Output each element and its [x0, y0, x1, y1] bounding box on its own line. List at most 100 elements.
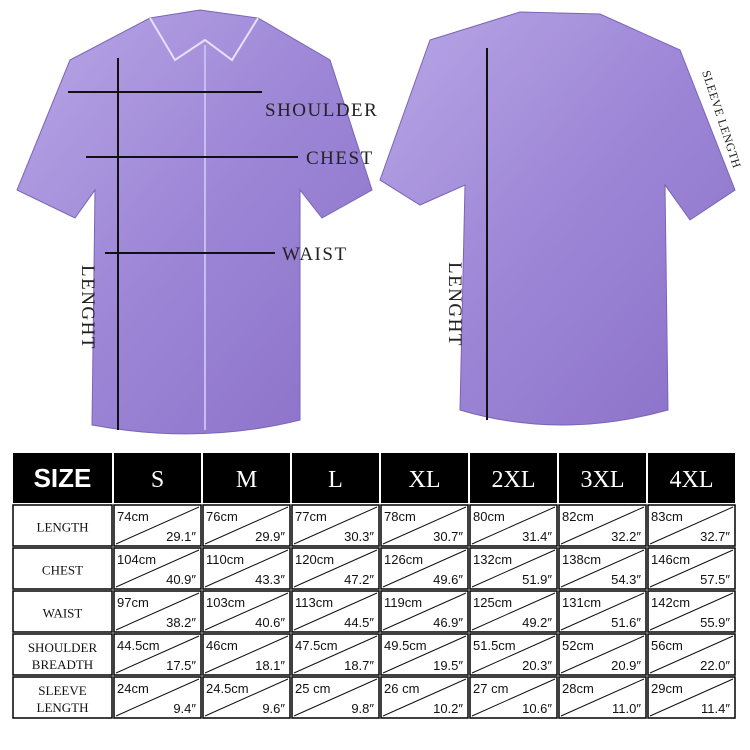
cell-cm: 119cm [384, 595, 422, 610]
cell-divider [382, 592, 467, 631]
row-label: SLEEVE [38, 683, 86, 698]
cell-divider [471, 678, 556, 717]
cell-divider [382, 506, 467, 545]
back-shirt [379, 11, 736, 426]
row-label-cell [12, 633, 113, 676]
cell-inch: 11.0″ [612, 701, 641, 716]
cell-cm: 76cm [206, 509, 238, 524]
header-cell [203, 453, 290, 503]
size-table: SIZE S M L XL 2XL 3XL 4XL LENGTH 74cm 29.1″ 76cm 29.… [12, 453, 736, 719]
cell-cm: 49.5cm [384, 638, 427, 653]
cell-divider [560, 506, 645, 545]
cell-divider [115, 506, 200, 545]
row-label: WAIST [43, 606, 83, 621]
cell-divider [293, 506, 378, 545]
cell-divider [471, 549, 556, 588]
cell-cm: 56cm [651, 638, 683, 653]
cell-cm: 78cm [384, 509, 416, 524]
cell-inch: 29.9″ [255, 529, 285, 544]
cell-divider [649, 635, 734, 674]
cell-inch: 31.4″ [522, 529, 552, 544]
cell-divider [204, 678, 289, 717]
cell-divider [560, 549, 645, 588]
header-cell [13, 453, 112, 503]
cell-cm: 24.5cm [206, 681, 249, 696]
cell-divider [471, 506, 556, 545]
cell-cm: 46cm [206, 638, 238, 653]
header-cell [381, 453, 468, 503]
cell-cm: 126cm [384, 552, 423, 567]
label: WAIST [282, 244, 348, 265]
cell-inch: 49.2″ [522, 615, 552, 630]
row-label: LENGTH [37, 700, 89, 715]
header-cell [559, 453, 646, 503]
header-text: 3XL [581, 467, 625, 493]
cell-cm: 131cm [562, 595, 601, 610]
cell-divider [115, 635, 200, 674]
row-label-cell [12, 547, 113, 590]
cell-inch: 9.6″ [262, 701, 285, 716]
cell-inch: 32.7″ [700, 529, 730, 544]
cell-divider [471, 635, 556, 674]
cell-inch: 18.7″ [344, 658, 374, 673]
cell-inch: 17.5″ [166, 658, 196, 673]
cell-inch: 38.2″ [166, 615, 196, 630]
row-label-cell [12, 676, 113, 719]
cell-inch: 32.2″ [611, 529, 641, 544]
cell-inch: 30.7″ [433, 529, 463, 544]
cell-divider [115, 592, 200, 631]
row-label-cell [12, 504, 113, 547]
cell-inch: 20.3″ [522, 658, 552, 673]
label: LENGHT [77, 265, 98, 350]
row-label-cell [12, 590, 113, 633]
cell-divider [649, 592, 734, 631]
cell-cm: 103cm [206, 595, 245, 610]
cell-divider [204, 635, 289, 674]
cell-cm: 51.5cm [473, 638, 516, 653]
cell-cm: 28cm [562, 681, 594, 696]
cell-divider [115, 678, 200, 717]
cell-divider [649, 506, 734, 545]
cell-divider [471, 592, 556, 631]
cell-inch: 54.3″ [611, 572, 641, 587]
cell [202, 504, 291, 547]
label: SHOULDER [265, 100, 378, 121]
row-label: BREADTH [32, 657, 93, 672]
cell-divider [115, 549, 200, 588]
header-cell [292, 453, 379, 503]
cell-inch: 9.8″ [351, 701, 374, 716]
cell-inch: 22.0″ [700, 658, 730, 673]
cell-inch: 57.5″ [700, 572, 730, 587]
header-text: SIZE [34, 463, 92, 493]
cell-inch: 47.2″ [344, 572, 374, 587]
cell-cm: 25 cm [295, 681, 330, 696]
cell-inch: 19.5″ [433, 658, 463, 673]
cell-inch: 40.6″ [255, 615, 285, 630]
cell-cm: 52cm [562, 638, 594, 653]
cell-cm: 142cm [651, 595, 690, 610]
cell-inch: 10.2″ [433, 701, 463, 716]
cell-cm: 146cm [651, 552, 690, 567]
header-cell [470, 453, 557, 503]
header-text: M [236, 467, 257, 493]
cell-inch: 9.4″ [173, 701, 196, 716]
front-shirt [16, 9, 373, 435]
cell-cm: 125cm [473, 595, 512, 610]
cell-inch: 46.9″ [433, 615, 463, 630]
header-text: S [151, 467, 164, 493]
cell-cm: 26 cm [384, 681, 419, 696]
label: LENGHT [444, 262, 465, 347]
row-label: SHOULDER [28, 640, 98, 655]
cell-divider [293, 635, 378, 674]
cell-divider [382, 678, 467, 717]
cell-inch: 30.3″ [344, 529, 374, 544]
cell-divider [293, 549, 378, 588]
header-cell [648, 453, 735, 503]
cell [469, 547, 558, 590]
cell-divider [382, 549, 467, 588]
cell-divider [560, 635, 645, 674]
header-text: XL [409, 467, 441, 493]
cell-inch: 11.4″ [701, 701, 730, 716]
cell-cm: 77cm [295, 509, 327, 524]
cell-divider [382, 635, 467, 674]
